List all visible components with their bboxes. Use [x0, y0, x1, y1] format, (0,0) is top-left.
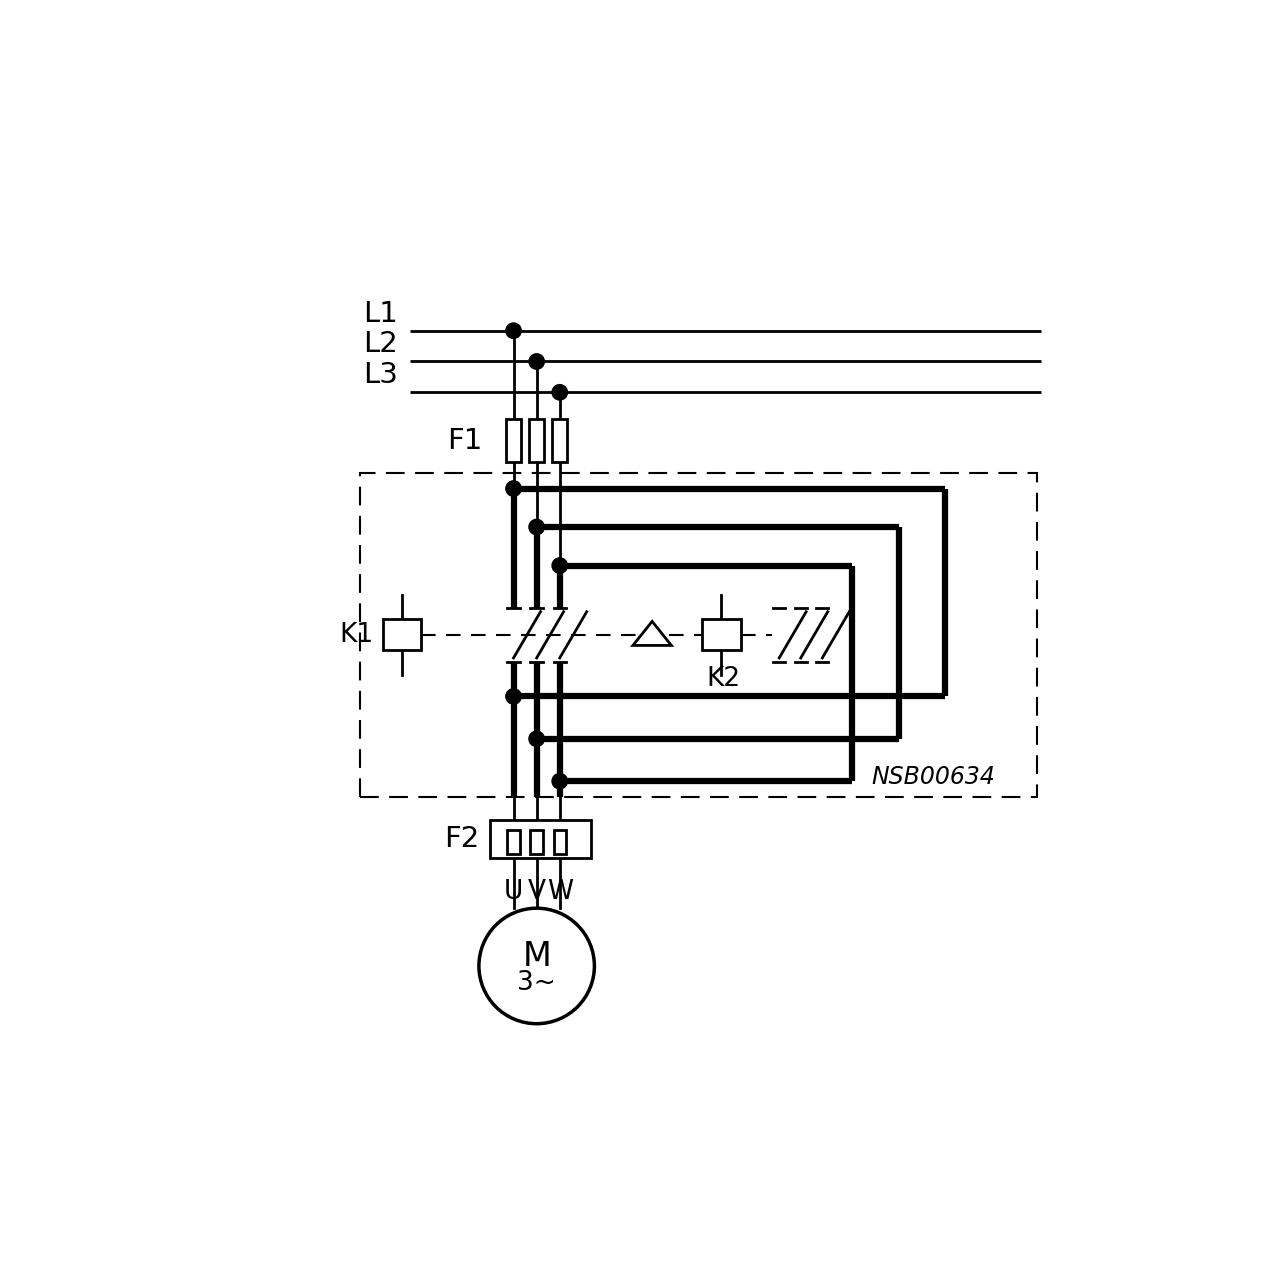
Bar: [530, 829, 543, 854]
Circle shape: [506, 323, 521, 338]
Text: U: U: [504, 879, 524, 905]
Circle shape: [552, 384, 567, 399]
Text: K1: K1: [339, 622, 374, 648]
Text: L3: L3: [364, 361, 398, 389]
Text: L1: L1: [364, 300, 398, 328]
Bar: [507, 829, 520, 854]
Bar: [383, 620, 421, 650]
Polygon shape: [632, 621, 672, 645]
Circle shape: [529, 520, 544, 535]
Bar: [506, 420, 521, 462]
Circle shape: [529, 353, 544, 369]
Bar: [552, 420, 567, 462]
Circle shape: [529, 731, 544, 746]
Circle shape: [479, 909, 594, 1024]
Text: F2: F2: [444, 824, 479, 852]
Text: 3~: 3~: [517, 970, 556, 996]
Circle shape: [552, 558, 567, 573]
Circle shape: [552, 773, 567, 788]
Text: V: V: [527, 879, 545, 905]
Text: W: W: [547, 879, 573, 905]
Circle shape: [506, 481, 521, 497]
Text: NSB00634: NSB00634: [872, 765, 996, 788]
Bar: [490, 819, 590, 858]
Bar: [360, 474, 1037, 796]
Text: L2: L2: [364, 330, 398, 358]
Bar: [553, 829, 566, 854]
Text: M: M: [522, 941, 550, 973]
Circle shape: [506, 689, 521, 704]
Text: F1: F1: [448, 426, 483, 454]
Bar: [529, 420, 544, 462]
Bar: [703, 620, 741, 650]
Text: K2: K2: [707, 666, 740, 691]
